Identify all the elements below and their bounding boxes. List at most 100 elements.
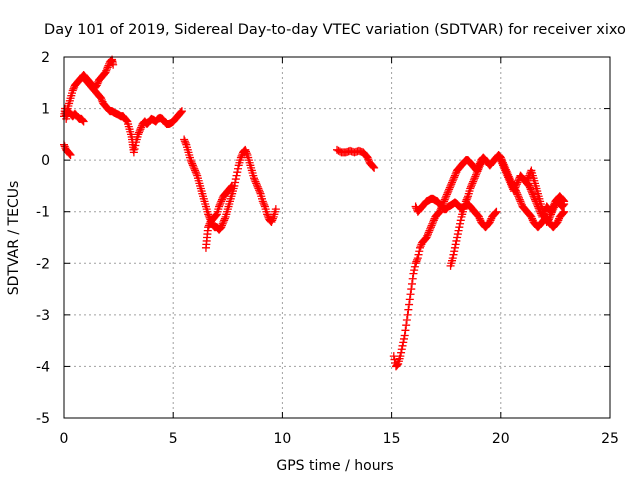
data-point bbox=[398, 341, 407, 350]
data-point bbox=[93, 79, 102, 88]
data-point bbox=[512, 181, 521, 190]
data-point bbox=[501, 166, 510, 175]
data-point bbox=[427, 221, 436, 230]
data-point bbox=[267, 218, 276, 227]
data-point bbox=[242, 149, 251, 158]
y-tick-label: -2 bbox=[36, 256, 50, 272]
y-tick-label: -4 bbox=[36, 359, 50, 375]
data-point bbox=[258, 197, 267, 206]
data-point bbox=[69, 84, 78, 93]
x-tick-label: 0 bbox=[60, 431, 69, 447]
data-point bbox=[501, 168, 510, 177]
data-point bbox=[251, 177, 260, 186]
x-tick-label: 20 bbox=[492, 431, 510, 447]
data-point bbox=[503, 171, 512, 180]
data-point bbox=[492, 207, 501, 216]
data-point bbox=[97, 95, 106, 104]
data-point bbox=[559, 200, 568, 209]
data-point bbox=[447, 180, 456, 189]
data-point bbox=[409, 269, 418, 278]
data-point bbox=[553, 218, 562, 227]
data-point bbox=[517, 199, 526, 208]
data-point bbox=[532, 199, 541, 208]
data-point bbox=[217, 197, 226, 206]
data-point bbox=[407, 279, 416, 288]
data-point bbox=[263, 212, 272, 221]
data-point bbox=[516, 197, 525, 206]
data-point bbox=[253, 182, 262, 191]
data-point bbox=[121, 115, 130, 124]
data-point bbox=[211, 212, 220, 221]
data-point bbox=[549, 203, 558, 212]
data-point bbox=[441, 193, 450, 202]
data-point bbox=[448, 178, 457, 187]
data-point bbox=[554, 216, 563, 225]
data-point bbox=[415, 247, 424, 256]
data-point bbox=[180, 135, 189, 144]
data-point bbox=[188, 159, 197, 168]
data-point bbox=[413, 254, 422, 263]
data-point bbox=[467, 181, 476, 190]
x-axis-label: GPS time / hours bbox=[276, 458, 393, 474]
data-point bbox=[241, 145, 250, 154]
data-point bbox=[504, 175, 513, 184]
grid bbox=[64, 57, 610, 418]
data-point bbox=[506, 178, 515, 187]
data-point bbox=[400, 331, 409, 340]
data-point bbox=[549, 205, 558, 214]
data-point bbox=[220, 216, 229, 225]
x-tick-label: 10 bbox=[273, 431, 291, 447]
data-point bbox=[443, 188, 452, 197]
data-point bbox=[450, 173, 459, 182]
data-point bbox=[268, 216, 277, 225]
data-point bbox=[191, 166, 200, 175]
data-point bbox=[547, 208, 556, 217]
data-point bbox=[451, 240, 460, 249]
data-point bbox=[527, 212, 536, 221]
data-point bbox=[176, 108, 185, 117]
data-point bbox=[218, 219, 227, 228]
data-point bbox=[425, 226, 434, 235]
data-point bbox=[390, 355, 399, 364]
data-point bbox=[189, 163, 198, 172]
data-point bbox=[449, 250, 458, 259]
data-point bbox=[217, 223, 226, 232]
data-points bbox=[60, 55, 569, 371]
data-point bbox=[472, 170, 481, 179]
data-point bbox=[122, 116, 131, 125]
data-point bbox=[232, 171, 241, 180]
data-point bbox=[544, 215, 553, 224]
data-point bbox=[453, 233, 462, 242]
data-point bbox=[204, 221, 213, 230]
data-point bbox=[461, 197, 470, 206]
data-point bbox=[237, 151, 246, 160]
data-point bbox=[131, 141, 140, 150]
data-point bbox=[104, 61, 113, 70]
y-tick-label: -5 bbox=[36, 411, 50, 427]
data-point bbox=[523, 175, 532, 184]
data-point bbox=[560, 199, 569, 208]
data-point bbox=[177, 108, 186, 117]
data-point bbox=[448, 176, 457, 185]
y-tick-label: 0 bbox=[41, 153, 50, 169]
data-point bbox=[440, 195, 449, 204]
data-point bbox=[424, 230, 432, 239]
data-point bbox=[396, 352, 405, 361]
data-point bbox=[136, 125, 145, 134]
data-point bbox=[254, 184, 263, 193]
data-point bbox=[479, 156, 488, 165]
data-point bbox=[134, 128, 143, 137]
data-point bbox=[558, 209, 567, 218]
data-point bbox=[453, 230, 462, 239]
data-point bbox=[468, 179, 477, 188]
data-point bbox=[429, 218, 438, 227]
x-tick-label: 25 bbox=[601, 431, 619, 447]
chart-title: Day 101 of 2019, Sidereal Day-to-day VTE… bbox=[44, 22, 626, 38]
data-point bbox=[526, 185, 535, 194]
data-point bbox=[102, 65, 111, 74]
data-point bbox=[233, 164, 242, 173]
data-point bbox=[215, 200, 224, 209]
data-point bbox=[250, 174, 259, 183]
data-point bbox=[413, 255, 422, 264]
